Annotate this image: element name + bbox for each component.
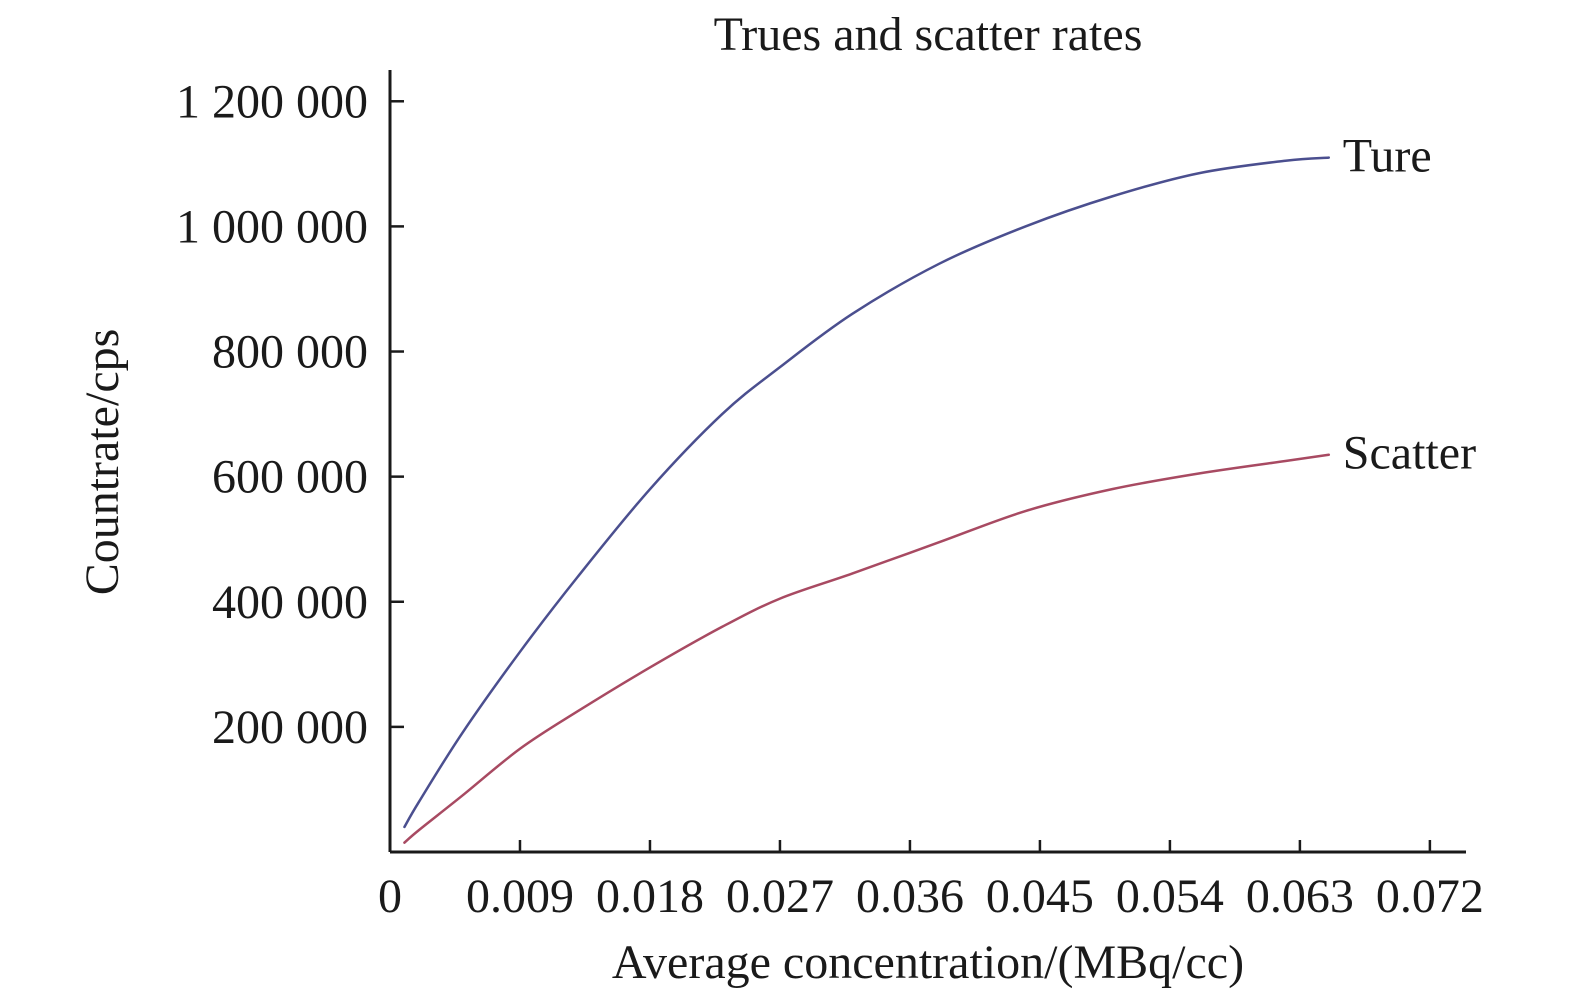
y-tick-label: 1 200 000 bbox=[176, 75, 368, 128]
y-tick-label: 400 000 bbox=[212, 576, 368, 629]
y-axis-label: Countrate/cps bbox=[76, 329, 129, 596]
series-line-ture bbox=[403, 156, 1331, 829]
x-axis-ticks: 0 0.009 0.018 0.027 0.036 0.045 0.054 0.063 0.07… bbox=[378, 840, 1484, 923]
x-tick-label: 0.063 bbox=[1246, 870, 1354, 923]
x-tick-label: 0.027 bbox=[726, 870, 834, 923]
y-tick-label: 200 000 bbox=[212, 701, 368, 754]
series-label-ture: Ture bbox=[1343, 130, 1432, 183]
x-tick-label: 0.045 bbox=[986, 870, 1094, 923]
axes bbox=[388, 70, 1466, 854]
x-tick-label: 0.054 bbox=[1116, 870, 1224, 923]
x-tick-label: 0.018 bbox=[596, 870, 704, 923]
y-tick-label: 800 000 bbox=[212, 326, 368, 379]
series-layer: Ture Scatter bbox=[403, 130, 1476, 844]
series-line-scatter bbox=[403, 453, 1331, 844]
chart-title: Trues and scatter rates bbox=[714, 8, 1143, 61]
x-tick-label: 0.072 bbox=[1376, 870, 1484, 923]
x-tick-label: 0.009 bbox=[466, 870, 574, 923]
y-tick-label: 1 000 000 bbox=[176, 200, 368, 253]
x-tick-label: 0.036 bbox=[856, 870, 964, 923]
x-axis-label: Average concentration/(MBq/cc) bbox=[612, 936, 1244, 989]
y-axis-ticks: 200 000 400 000 600 000 800 000 1 000 000 1 2… bbox=[176, 75, 404, 754]
y-tick-label: 600 000 bbox=[212, 451, 368, 504]
series-label-scatter: Scatter bbox=[1343, 427, 1476, 480]
x-tick-label: 0 bbox=[378, 870, 402, 923]
